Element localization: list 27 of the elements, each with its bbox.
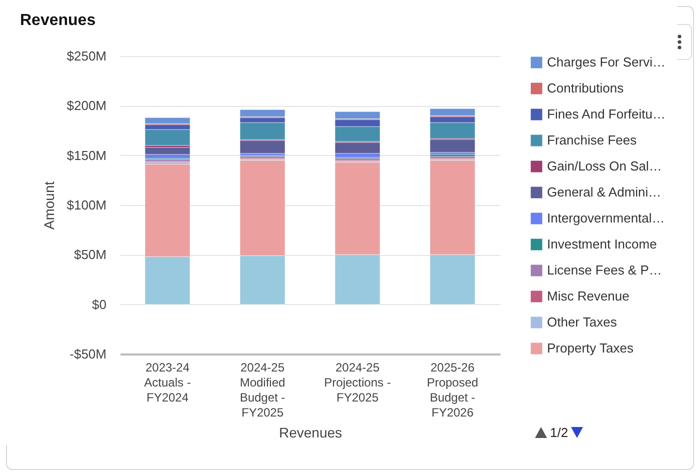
- legend-label: Property Taxes: [547, 340, 634, 356]
- y-tick-label: $150M: [66, 148, 106, 163]
- legend-label: Investment Income: [547, 236, 657, 252]
- x-tick-label: 2025-26 Proposed Budget - FY2026: [426, 360, 478, 420]
- x-tick-label: 2023-24 Actuals - FY2024: [144, 360, 191, 404]
- y-tick-label: $100M: [66, 198, 106, 212]
- y-tick-label: $200M: [66, 98, 106, 114]
- legend-label: Fines And Forfeitu…: [547, 106, 666, 122]
- legend-label: Gain/Loss On Sal…: [547, 158, 662, 174]
- y-tick-label: $250M: [66, 48, 106, 64]
- legend-label: License Fees & P…: [547, 262, 662, 278]
- x-axis-title: Revenues: [278, 424, 342, 440]
- y-tick-label: $50M: [74, 247, 106, 262]
- legend-label: Misc Revenue: [547, 288, 630, 304]
- legend-label: Charges For Servi…: [547, 54, 666, 70]
- y-axis-title: Amount: [40, 181, 57, 230]
- chart-title: Revenues: [20, 12, 96, 29]
- legend-label: Franchise Fees: [547, 132, 638, 148]
- legend-label: Contributions: [547, 80, 624, 96]
- x-tick-label: 2024-25 Projections - FY2025: [324, 360, 391, 404]
- text: 1/2: [550, 425, 568, 440]
- legend-label: Other Taxes: [547, 314, 618, 330]
- legend-label: General & Admini…: [547, 184, 662, 200]
- legend-label: Intergovernmental…: [547, 210, 665, 226]
- y-tick-label: -$50M: [70, 346, 106, 362]
- y-tick-label: $0: [92, 296, 106, 312]
- x-tick-label: 2024-25 Modified Budget - FY2025: [240, 360, 286, 420]
